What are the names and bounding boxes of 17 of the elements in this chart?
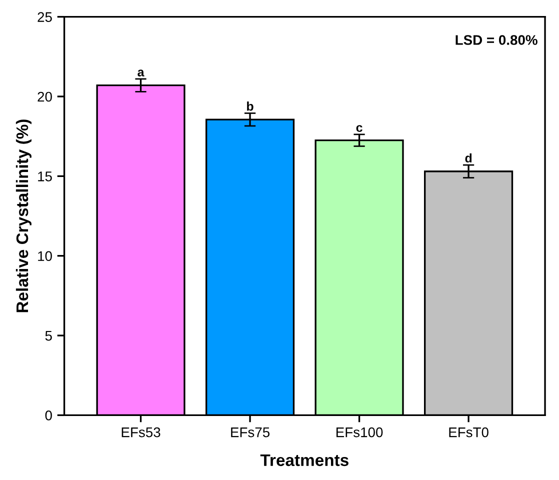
annotation: b	[247, 102, 254, 111]
x-tick-label: EFs75	[231, 428, 270, 438]
x-tick-label: EFsT0	[449, 427, 488, 438]
annotation: c	[356, 125, 362, 132]
y-axis-title: Relative Crystallinity (%)	[16, 120, 32, 312]
annotation: a	[138, 70, 144, 76]
x-tick-label: EFs53	[122, 427, 160, 438]
annotation: d	[465, 153, 472, 163]
annotation: LSD = 0.80%	[456, 35, 538, 45]
y-tick-label: 15	[38, 172, 52, 182]
y-tick-label: 10	[38, 251, 52, 262]
x-tick-label: EFs100	[336, 427, 383, 438]
y-tick-label: 20	[38, 92, 52, 102]
x-axis-title: Treatments	[260, 454, 348, 466]
y-tick-label: 5	[45, 330, 52, 341]
y-tick-label: 0	[45, 410, 52, 420]
y-tick-label: 25	[38, 12, 52, 22]
